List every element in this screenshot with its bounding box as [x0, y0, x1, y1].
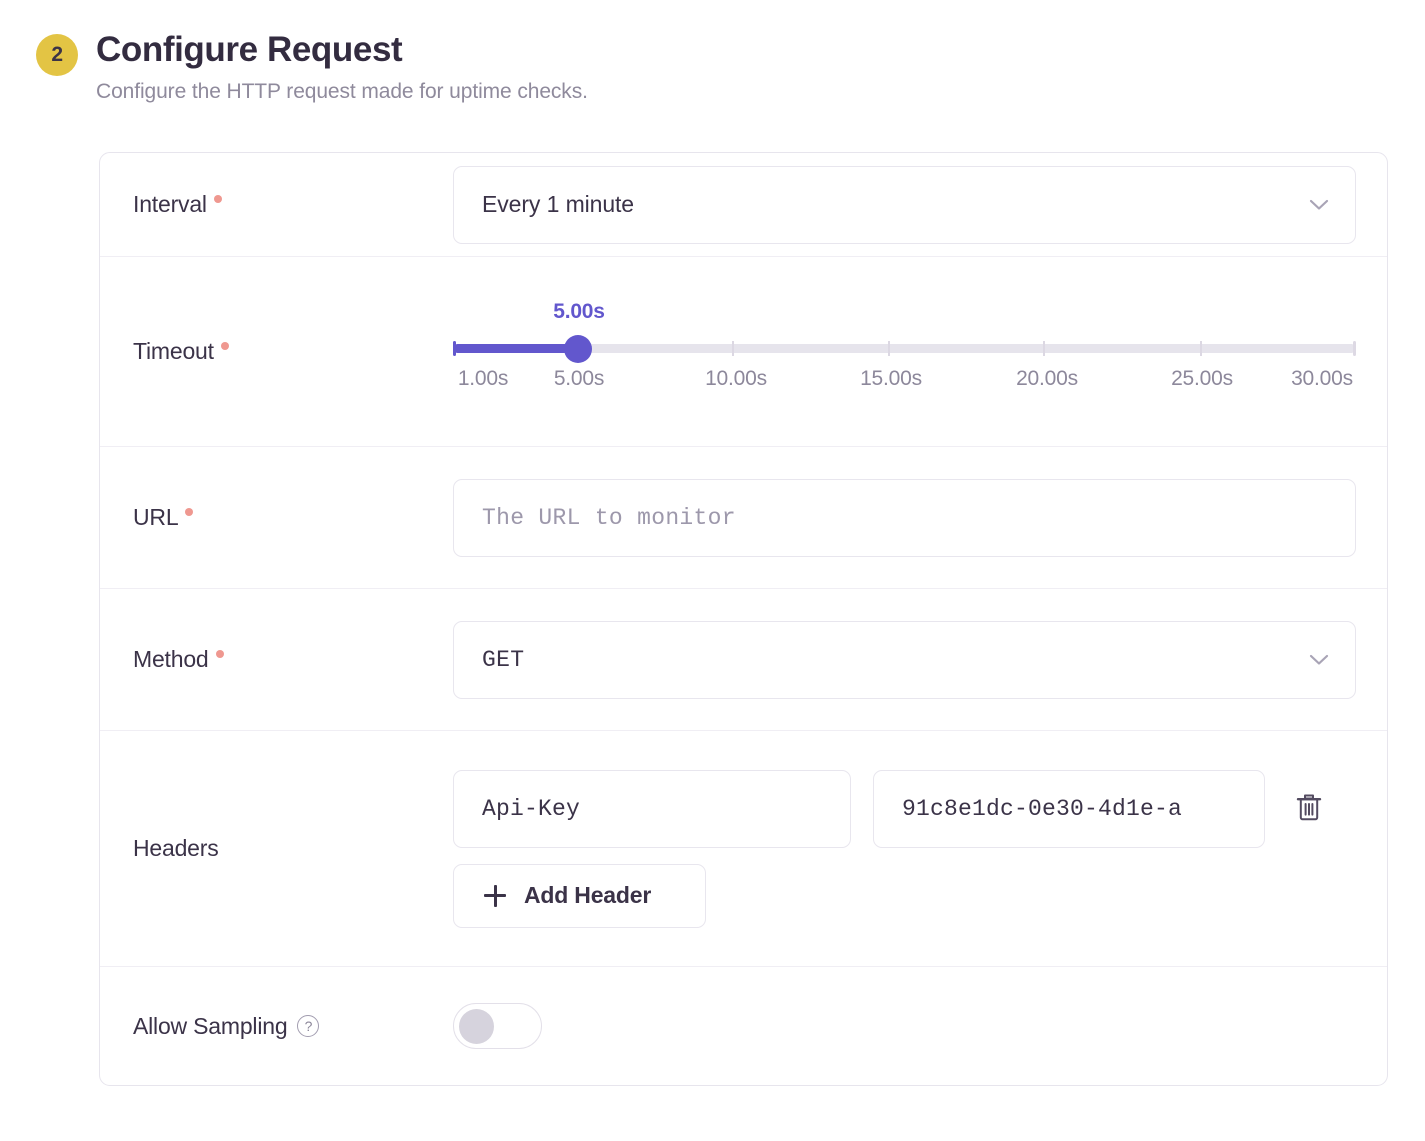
interval-selected-value: Every 1 minute	[482, 191, 634, 217]
form-row-interval: Interval Every 1 minute	[100, 153, 1387, 257]
slider-tick-label: 15.00s	[860, 367, 922, 390]
slider-tick-label: 20.00s	[1016, 367, 1078, 390]
header-row: Api-Key 91c8e1dc-0e30-4d1e-a	[453, 769, 1354, 848]
header-key-input[interactable]: Api-Key	[453, 769, 851, 848]
form-row-timeout: Timeout 5.00s 1.00s 5.00s	[100, 257, 1387, 447]
method-label-group: Method	[133, 646, 453, 673]
trash-icon	[1295, 792, 1323, 825]
slider-fill	[453, 344, 578, 353]
headers-label: Headers	[133, 835, 219, 861]
slider-tick-labels: 1.00s 5.00s 10.00s 15.00s 20.00s 25.00s …	[453, 367, 1356, 399]
required-dot-icon	[213, 194, 222, 203]
method-label: Method	[133, 646, 209, 672]
form-row-method: Method GET	[100, 589, 1387, 731]
header-value-input[interactable]: 91c8e1dc-0e30-4d1e-a	[873, 769, 1265, 848]
section-header: 2 Configure Request Configure the HTTP r…	[36, 30, 1396, 104]
method-control: GET	[453, 620, 1387, 699]
slider-end-cap-icon	[1353, 341, 1356, 356]
slider-start-cap-icon	[453, 341, 456, 356]
form-row-headers: Headers Api-Key 91c8e1dc-0e30-4d1e-a	[100, 731, 1387, 967]
slider-tick	[888, 341, 891, 356]
step-badge: 2	[36, 34, 78, 76]
url-input-placeholder: The URL to monitor	[482, 504, 736, 531]
add-header-label: Add Header	[524, 882, 652, 908]
configure-request-card: Interval Every 1 minute Timeout 5.00s	[99, 152, 1388, 1086]
slider-tick	[731, 341, 734, 356]
allow-sampling-label: Allow Sampling	[133, 1012, 288, 1039]
interval-control: Every 1 minute	[453, 165, 1387, 244]
timeout-label: Timeout	[133, 338, 214, 364]
allow-sampling-toggle[interactable]	[453, 1003, 542, 1049]
add-header-button[interactable]: Add Header	[453, 863, 706, 928]
slider-tick-label: 1.00s	[457, 367, 509, 390]
chevron-down-icon[interactable]	[1309, 199, 1329, 211]
url-label: URL	[133, 504, 179, 530]
method-selected-value: GET	[482, 646, 525, 673]
page-subtitle: Configure the HTTP request made for upti…	[96, 80, 588, 104]
slider-tick-label: 5.00s	[553, 367, 605, 390]
slider-tick	[1043, 341, 1046, 356]
interval-label: Interval	[133, 191, 207, 217]
required-dot-icon	[220, 341, 229, 350]
timeout-current-value: 5.00s	[553, 300, 605, 323]
timeout-control: 5.00s 1.00s 5.00s 10.00s 15.00s 20.	[453, 300, 1387, 403]
slider-thumb[interactable]	[563, 334, 592, 363]
slider-tick-label: 10.00s	[705, 367, 767, 390]
timeout-label-group: Timeout	[133, 338, 453, 365]
header-key-value: Api-Key	[482, 795, 581, 822]
page-title: Configure Request	[96, 30, 403, 69]
url-label-group: URL	[133, 504, 453, 531]
required-dot-icon	[215, 649, 224, 658]
headers-label-group: Headers	[133, 835, 453, 862]
required-dot-icon	[185, 507, 194, 516]
allow-sampling-label-group: Allow Sampling ?	[133, 1013, 453, 1040]
plus-icon	[484, 884, 506, 907]
slider-tick-label: 25.00s	[1171, 367, 1233, 390]
help-circle-icon[interactable]: ?	[297, 1015, 320, 1037]
slider-tick	[1199, 341, 1202, 356]
method-select[interactable]: GET	[453, 620, 1356, 699]
allow-sampling-control	[453, 1003, 1387, 1049]
headers-control: Api-Key 91c8e1dc-0e30-4d1e-a	[453, 769, 1387, 928]
url-input-wrapper[interactable]: The URL to monitor	[453, 478, 1356, 557]
chevron-down-icon[interactable]	[1309, 654, 1329, 666]
interval-label-group: Interval	[133, 191, 453, 218]
form-row-url: URL The URL to monitor	[100, 447, 1387, 589]
header-value-value: 91c8e1dc-0e30-4d1e-a	[902, 795, 1183, 822]
slider-track[interactable]	[453, 334, 1356, 363]
interval-select[interactable]: Every 1 minute	[453, 165, 1356, 244]
timeout-slider[interactable]: 5.00s 1.00s 5.00s 10.00s 15.00s 20.	[453, 300, 1356, 403]
url-control: The URL to monitor	[453, 478, 1387, 557]
slider-tick-label: 30.00s	[1291, 367, 1353, 390]
delete-header-button[interactable]	[1287, 787, 1331, 831]
form-row-allow-sampling: Allow Sampling ?	[100, 967, 1387, 1085]
toggle-knob	[459, 1009, 494, 1044]
